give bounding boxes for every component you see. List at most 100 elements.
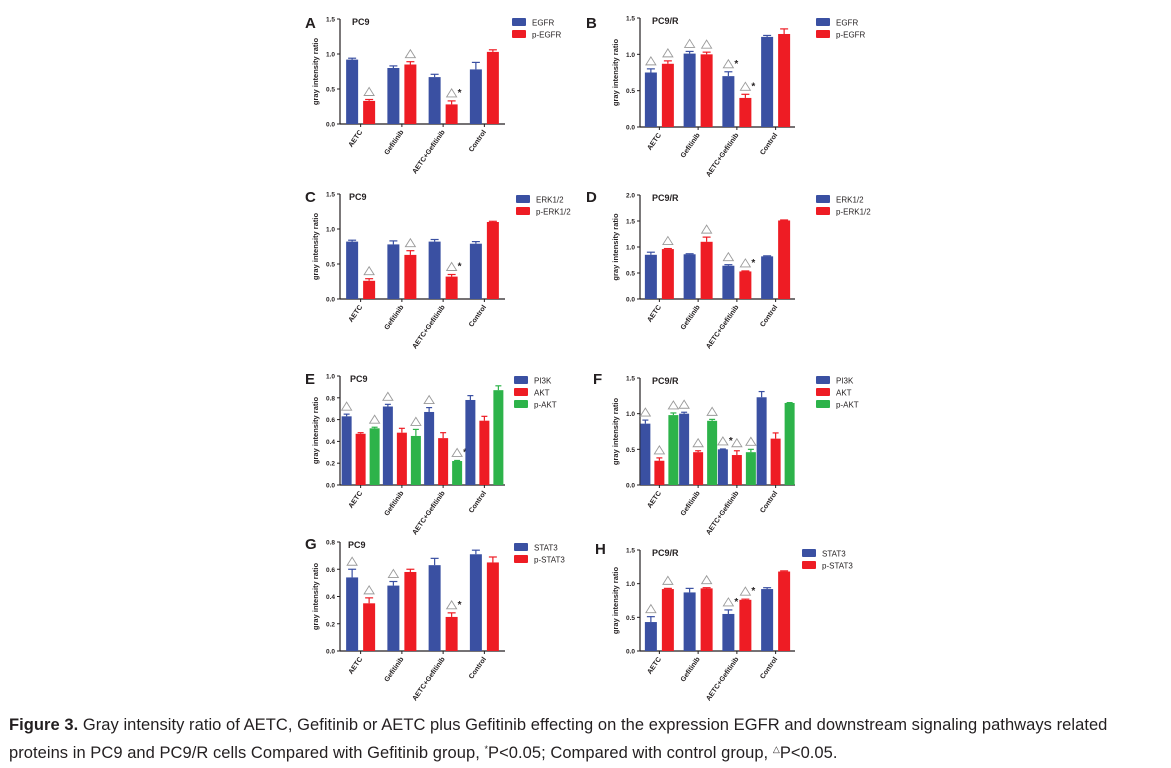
bar-egfr [683,53,696,127]
significance-triangle-icon [368,414,381,424]
legend-swatch [512,30,526,38]
x-tick-label: Gefitinib [680,132,702,159]
x-tick-label: Control [468,129,488,153]
chart-title: PC9/R [652,193,679,203]
y-tick-label: 0.5 [626,615,635,622]
x-tick-label: AETC+Gefitinib [705,304,740,350]
significance-triangle-icon [363,585,375,595]
y-axis-label: gray intensity ratio [311,563,320,631]
bar-stat3 [346,577,359,651]
y-tick-label: 0.0 [326,122,335,129]
y-tick-label: 0.5 [626,88,635,95]
panel-letter: H [595,541,606,558]
x-tick-label: Control [468,304,488,328]
significance-triangle-icon [662,575,674,585]
x-tick-label: AETC+Gefitinib [705,132,740,178]
bar-egfr [644,72,657,127]
y-axis-label: gray intensity ratio [611,567,620,635]
bar-pi3k [465,399,476,485]
panel-letter: F [593,371,602,388]
bar-p-egfr [739,97,752,127]
legend-label: p-EGFR [836,31,866,40]
bar-akt [355,433,366,485]
x-tick-label: AETC [646,304,663,324]
y-axis-label: gray intensity ratio [311,397,320,465]
significance-triangle-icon [662,235,674,246]
significance-triangle-icon [692,437,704,448]
bar-p-egfr [700,54,713,128]
bar-stat3 [469,554,482,651]
legend-label: AKT [534,389,550,398]
significance-star: * [734,597,738,608]
bar-p-erk1-2 [661,249,674,299]
chart-title: PC9/R [652,16,679,26]
x-tick-label: Control [759,132,779,156]
significance-triangle-icon [745,436,757,446]
y-axis-label: gray intensity ratio [611,39,620,107]
significance-triangle-icon [700,574,713,585]
bar-egfr [346,59,359,124]
significance-triangle-icon [645,56,657,66]
y-tick-label: 0.4 [326,594,335,601]
significance-triangle-icon [445,88,458,98]
x-tick-label: Gefitinib [680,304,702,331]
y-tick-label: 0.6 [326,417,335,424]
y-tick-label: 1.5 [626,376,635,383]
chart-panel-c: C PC9 gray intensity ratio 0.0 0.5 1.0 1.5 AETC… [305,189,571,350]
x-tick-label: Control [468,656,488,680]
significance-star: * [729,436,733,447]
bar-pi3k [341,416,352,485]
bar-stat3 [683,592,696,651]
significance-star: * [751,258,755,269]
legend-swatch [816,207,830,215]
chart-title: PC9 [350,374,368,384]
bar-pi3k [756,397,767,485]
significance-triangle-icon [639,407,652,417]
y-tick-label: 0.0 [326,649,335,656]
legend-swatch [514,388,528,396]
significance-star: * [734,59,738,70]
bar-p-akt [745,452,756,485]
bar-p-erk1-2 [486,222,499,299]
y-tick-label: 0.4 [326,439,335,446]
bar-pi3k [382,406,393,485]
figure-caption: Figure 3. Gray intensity ratio of AETC, … [9,713,1169,765]
legend-label: p-AKT [836,401,859,410]
legend-label: p-STAT3 [822,562,853,571]
bar-p-akt [668,415,679,485]
panel-letter: A [305,15,316,32]
bar-p-stat3 [363,603,376,651]
bar-erk1-2 [346,241,359,299]
chart-panel-h: H PC9/R gray intensity ratio 0.0 0.5 1.0 1.5 AE… [595,541,853,702]
chart-panel-f: F PC9/R gray intensity ratio 0.0 0.5 1.0 1.5 AE… [593,371,859,536]
bar-erk1-2 [469,243,482,299]
bar-erk1-2 [428,241,441,299]
significance-triangle-icon [717,436,729,446]
bar-egfr [722,76,735,127]
y-tick-label: 1.0 [326,52,335,59]
bar-erk1-2 [722,265,735,299]
caption-text-2: P<0.05; Compared with control group, [488,744,773,762]
significance-triangle-icon [653,445,666,455]
bar-p-stat3 [739,599,752,651]
y-tick-label: 0.0 [326,483,335,490]
chart-title: PC9/R [652,376,679,386]
bar-p-stat3 [778,571,791,651]
x-tick-label: Gefitinib [383,304,405,331]
legend-swatch [516,207,530,215]
significance-triangle-icon [451,447,463,457]
bar-akt [654,460,665,485]
legend-label: ERK1/2 [836,196,864,205]
caption-triangle: △ [772,744,780,754]
bar-p-akt [369,428,380,485]
legend-swatch [514,376,528,384]
bar-p-egfr [363,100,376,124]
bar-egfr [387,68,400,124]
bar-akt [479,420,490,485]
significance-triangle-icon [662,48,674,58]
legend-swatch [802,549,816,557]
significance-triangle-icon [410,416,422,426]
legend-swatch [516,195,530,203]
chart-panel-e: E PC9 gray intensity ratio 0.0 0.2 0.4 0.6 0.8 1… [305,371,557,536]
bar-stat3 [428,565,441,651]
